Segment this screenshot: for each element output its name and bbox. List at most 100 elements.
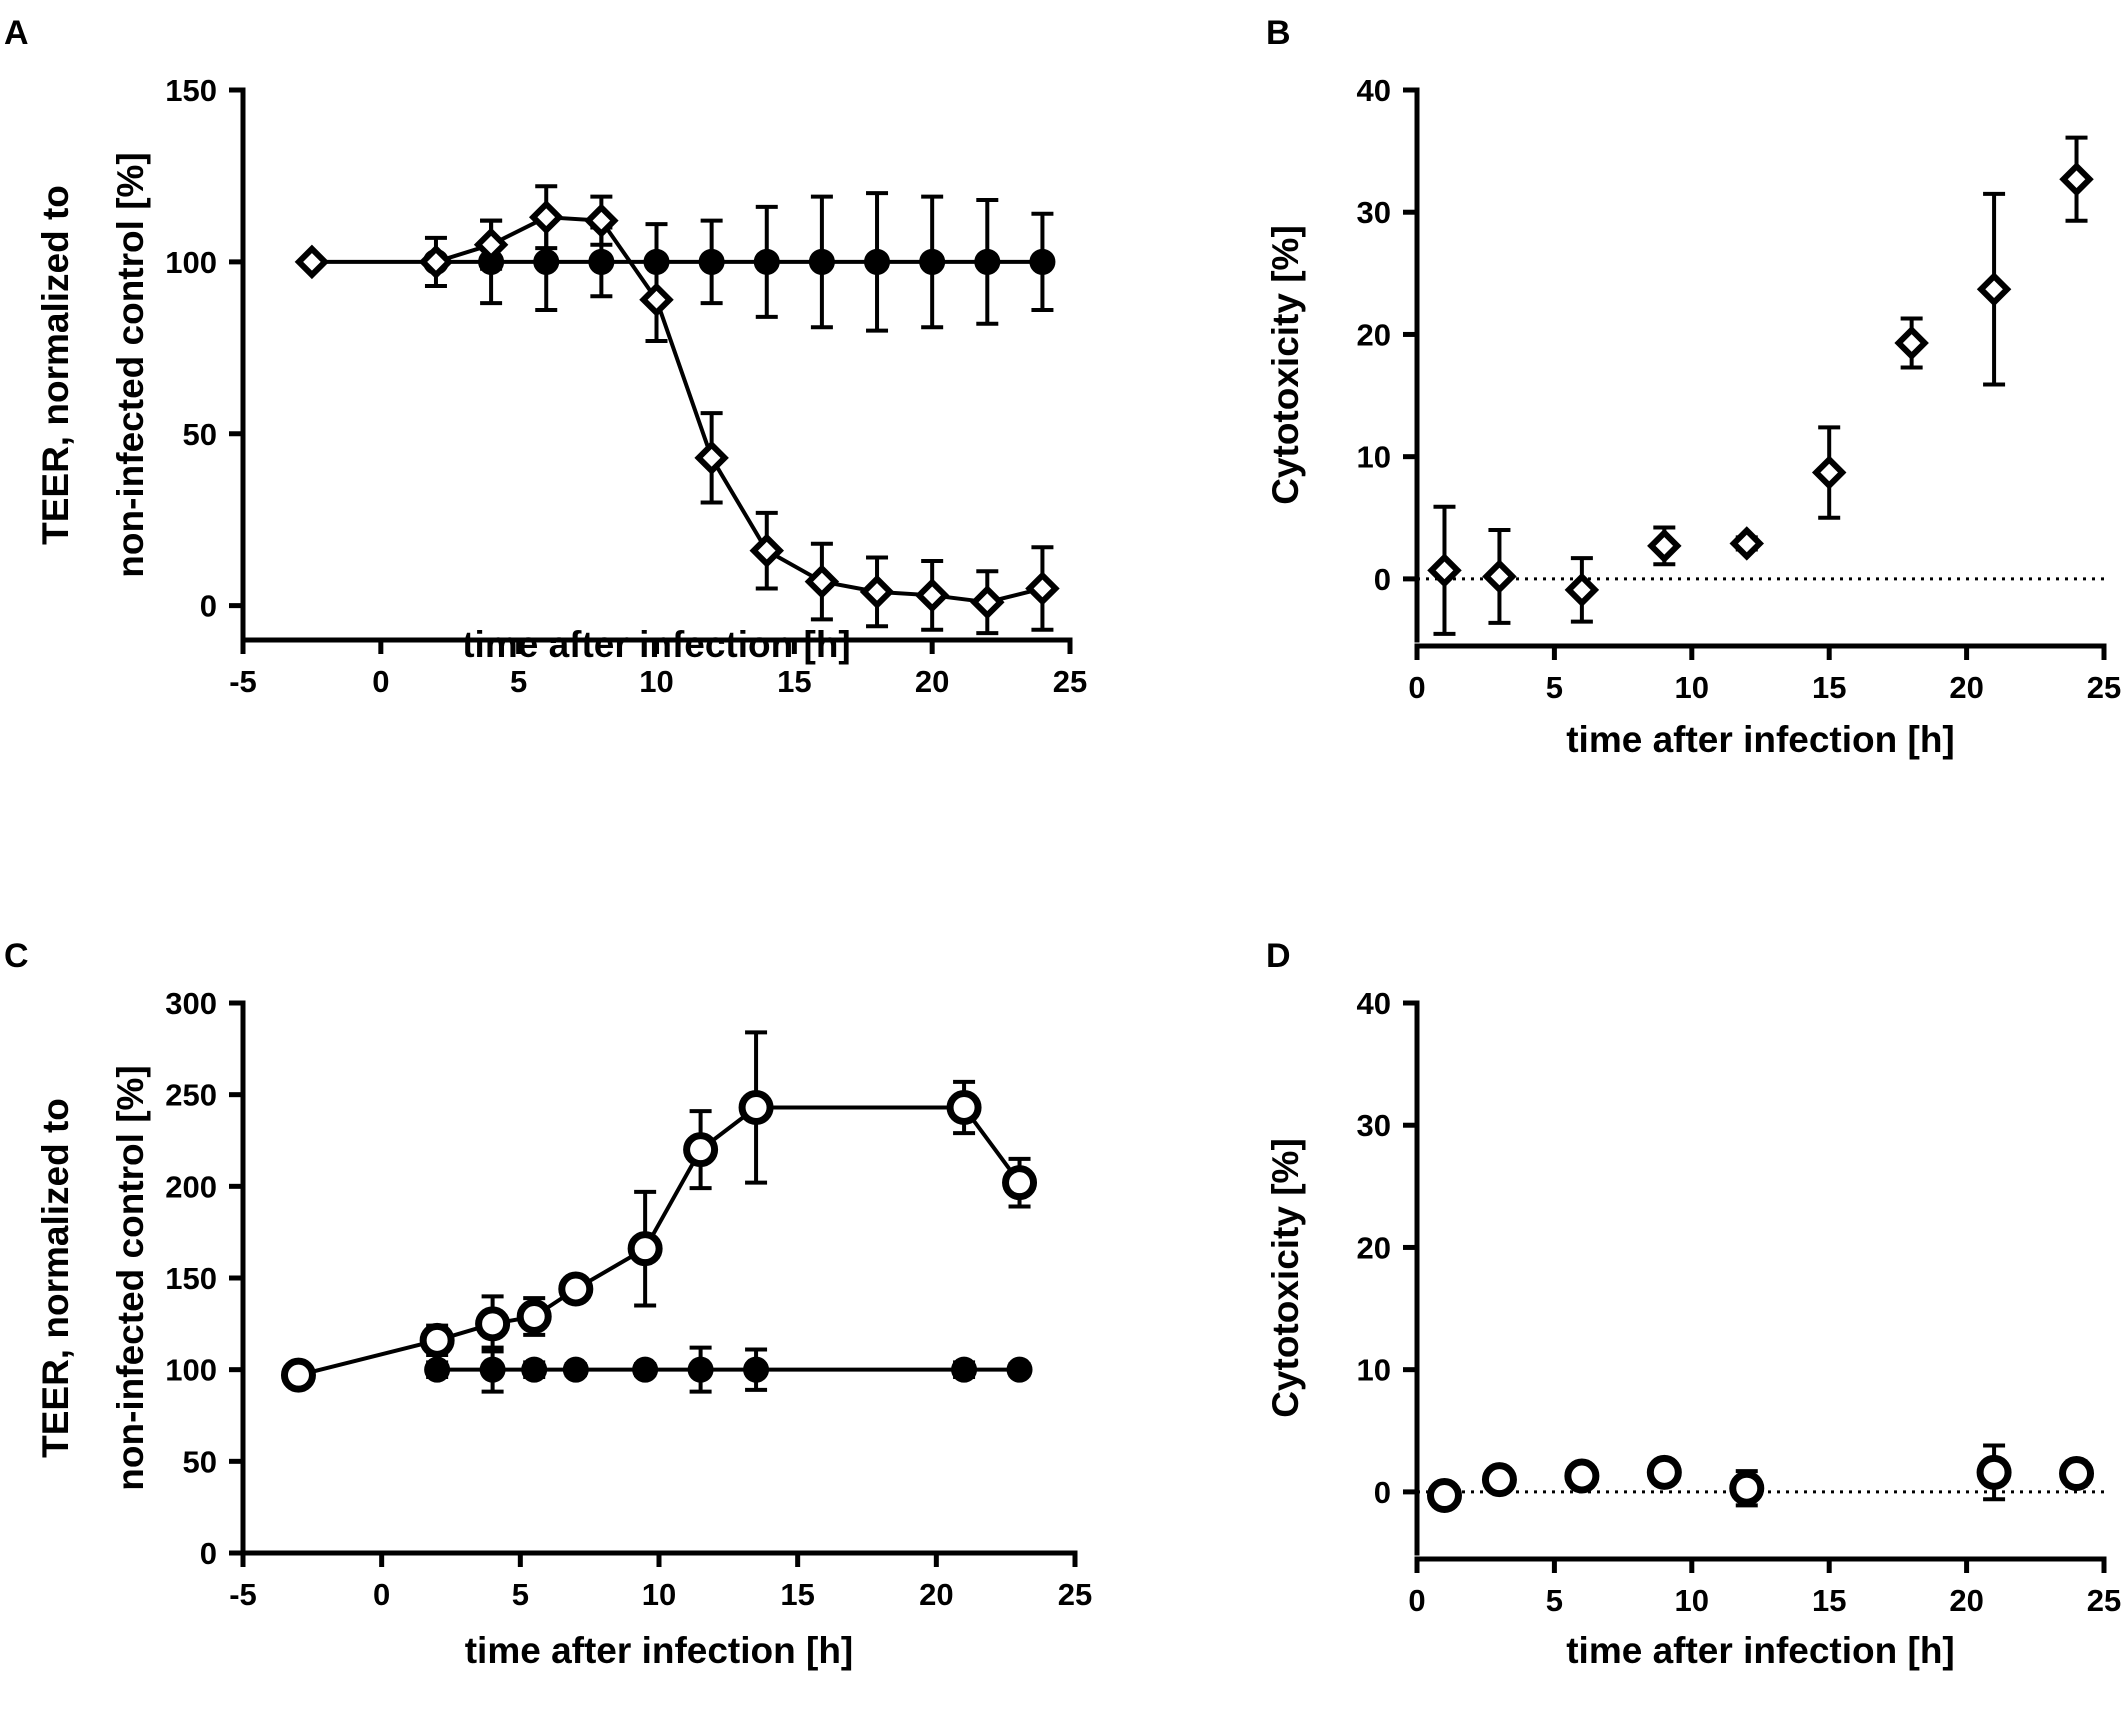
open-diamond-marker: [694, 440, 729, 476]
panel-letter-a: A: [4, 14, 29, 52]
y-axis-title: Cytotoxicity [%]: [1265, 225, 1306, 505]
x-tick-label: 10: [642, 1577, 676, 1612]
panel-letter-c: C: [4, 937, 29, 975]
filled-circle-marker: [864, 248, 891, 275]
open-diamond-marker: [1427, 553, 1462, 588]
filled-circle-marker: [753, 248, 780, 275]
open-circle-marker: [1002, 1165, 1038, 1201]
open-circle-marker: [1729, 1470, 1765, 1506]
open-diamond-marker: [1976, 271, 2012, 307]
open-diamond-marker: [2059, 161, 2094, 197]
panel-d: D 0 10 20 30 40 0 5 10 15 20 25 time after infectio…: [1265, 937, 2121, 1671]
x-tick-label: -5: [229, 664, 257, 699]
open-diamond-marker: [528, 199, 564, 235]
y-tick-label: 40: [1357, 73, 1391, 108]
filled-circle-marker: [479, 1356, 506, 1383]
data-series: [280, 1030, 1038, 1393]
open-diamond-marker: [970, 584, 1005, 620]
x-tick-label: 25: [1058, 1577, 1092, 1612]
open-diamond-marker: [914, 578, 950, 613]
filled-circle-marker: [521, 1356, 548, 1383]
y-tick-label: 50: [183, 417, 217, 452]
y-axis-title: non-infected control [%]: [110, 152, 151, 577]
open-diamond-marker: [473, 227, 509, 262]
filled-circle-marker: [951, 1356, 978, 1383]
panel-letter-d: D: [1266, 937, 1291, 975]
panel-c: C 0 50 100 150 200 250 300 -5 0 5 10 15 20 25 time aft…: [4, 937, 1092, 1671]
open-circle-marker: [1564, 1458, 1600, 1494]
data-series: [294, 184, 1060, 636]
open-diamond-marker: [1811, 455, 1847, 490]
open-circle-marker: [516, 1299, 552, 1334]
panel-b-plot: 0 10 20 30 40 0 5 10 15 20 25 time after infection …: [1265, 73, 2121, 760]
open-circle-marker: [475, 1306, 511, 1342]
x-tick-label: 0: [1408, 670, 1425, 705]
panel-c-plot: 0 50 100 150 200 250 300 -5 0 5 10 15 20 25 time after…: [35, 986, 1092, 1671]
x-tick-label: 5: [510, 664, 527, 699]
x-tick-label: 10: [639, 664, 673, 699]
x-axis-title: time after infection [h]: [465, 1630, 854, 1671]
x-tick-label: 20: [1949, 1583, 1983, 1618]
open-diamond-marker: [1647, 528, 1682, 564]
y-axis-title: Cytotoxicity [%]: [1265, 1138, 1306, 1418]
y-axis-title: TEER, normalized to: [35, 1098, 76, 1458]
x-tick-label: 15: [1812, 670, 1846, 705]
x-axis-title: time after infection [h]: [462, 624, 851, 665]
open-diamond-marker: [584, 203, 619, 238]
open-circle-marker: [683, 1132, 719, 1168]
x-tick-label: 15: [780, 1577, 814, 1612]
y-tick-label: 300: [165, 986, 217, 1021]
open-diamond-marker: [418, 244, 454, 280]
open-diamond-marker: [859, 574, 895, 610]
filled-circle-marker: [808, 248, 835, 275]
panel-a-plot: 0 50 100 150 -5 0 5 10 15 20 25 time after infectio…: [35, 73, 1087, 699]
filled-circle-marker: [1006, 1356, 1033, 1383]
open-circle-marker: [2059, 1456, 2095, 1492]
filled-circle-marker: [687, 1356, 714, 1383]
open-diamond-marker: [804, 564, 840, 599]
open-diamond-marker: [639, 282, 674, 317]
data-series: [422, 191, 1056, 333]
open-circle-marker: [738, 1090, 774, 1125]
open-diamond-marker: [1894, 325, 1929, 361]
x-tick-label: 10: [1675, 670, 1709, 705]
x-tick-label: 5: [1546, 670, 1563, 705]
panel-a: A 0 50 100 150 -5 0 5 10 15 20 25 time after infect…: [4, 14, 1087, 699]
x-axis-title: time after infection [h]: [1566, 719, 1955, 760]
open-diamond-marker: [1482, 559, 1517, 594]
x-tick-label: 0: [1408, 1583, 1425, 1618]
open-diamond-marker: [1564, 572, 1600, 608]
y-tick-label: 10: [1357, 1353, 1391, 1388]
x-tick-label: 0: [373, 1577, 390, 1612]
series-line: [297, 1105, 1022, 1378]
x-tick-label: 25: [2087, 670, 2121, 705]
x-axis-title: time after infection [h]: [1566, 1630, 1955, 1671]
y-tick-label: 20: [1357, 1230, 1391, 1265]
x-tick-label: 25: [1053, 664, 1087, 699]
x-tick-label: 15: [1812, 1583, 1846, 1618]
y-tick-label: 0: [200, 1536, 217, 1571]
filled-circle-marker: [533, 248, 560, 275]
x-tick-label: 20: [915, 664, 949, 699]
open-circle-marker: [627, 1231, 663, 1267]
y-tick-label: 100: [165, 245, 217, 280]
y-tick-label: 0: [1374, 1475, 1391, 1510]
filled-circle-marker: [743, 1356, 770, 1383]
y-tick-label: 150: [165, 1261, 217, 1296]
y-tick-label: 30: [1357, 1108, 1391, 1143]
open-circle-marker: [1426, 1478, 1462, 1514]
x-tick-label: 0: [372, 664, 389, 699]
x-tick-label: 15: [777, 664, 811, 699]
y-tick-label: 100: [165, 1353, 217, 1388]
open-diamond-marker: [749, 533, 785, 568]
panel-d-plot: 0 10 20 30 40 0 5 10 15 20 25 time after infection …: [1265, 986, 2121, 1671]
x-tick-label: 20: [919, 1577, 953, 1612]
y-tick-label: 200: [165, 1169, 217, 1204]
filled-circle-marker: [919, 248, 946, 275]
y-axis-title: non-infected control [%]: [110, 1065, 151, 1490]
open-circle-marker: [558, 1271, 594, 1307]
open-circle-marker: [280, 1357, 316, 1393]
filled-circle-marker: [424, 1356, 451, 1383]
data-series: [1427, 135, 2094, 636]
